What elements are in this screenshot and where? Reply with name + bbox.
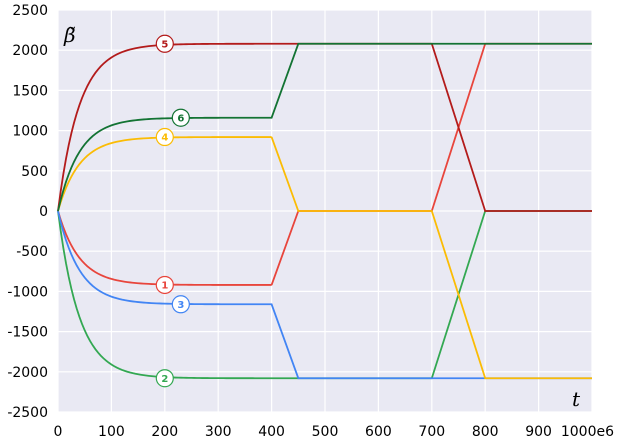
x-tick-label: 500	[312, 424, 339, 440]
series-marker-label-5: 5	[161, 39, 168, 50]
series-line-3	[57, 210, 592, 380]
x-tick-label: 1000e6	[561, 424, 614, 440]
y-tick-label: 500	[21, 164, 48, 180]
y-tick-label: 2000	[12, 43, 48, 59]
series-marker-label-3: 3	[177, 300, 184, 311]
y-tick-label: -2500	[7, 405, 48, 421]
series-marker-4	[155, 127, 174, 147]
x-tick-label: 200	[151, 424, 178, 440]
y-tick-label: 1000	[12, 124, 48, 140]
series-marker-label-1: 1	[161, 281, 168, 292]
x-axis-label: t	[572, 387, 581, 411]
y-axis-label: β̃	[63, 23, 76, 47]
x-tick-label: 0	[54, 424, 63, 440]
series-marker-6	[171, 108, 190, 127]
y-tick-label: 0	[39, 204, 48, 220]
y-tick-label: 1500	[12, 83, 48, 99]
x-tick-label: 700	[418, 424, 445, 440]
y-tick-label: -1000	[7, 284, 48, 300]
x-tick-label: 400	[258, 424, 285, 440]
series-marker-label-4: 4	[161, 133, 168, 144]
series-marker-1	[155, 275, 174, 295]
x-tick-label: 300	[205, 424, 232, 440]
series-marker-label-6: 6	[177, 113, 184, 124]
series-markers: 1 2 3 4 5 6	[155, 34, 190, 388]
series-marker-label-2: 2	[161, 374, 168, 385]
series-marker-5	[155, 34, 174, 53]
x-tick-labels: 0 100 200 300 400 500 600 700 800 900 1000e6	[54, 424, 615, 440]
y-tick-label: 2500	[12, 3, 48, 19]
y-tick-label: -1500	[7, 325, 48, 341]
series-marker-2	[155, 369, 174, 388]
x-tick-label: 800	[472, 424, 499, 440]
y-tick-labels: 2500 2000 1500 1000 500 0 -500 -1000 -1500 -2000 -…	[7, 3, 48, 421]
x-tick-label: 600	[365, 424, 392, 440]
series-line-6	[57, 42, 592, 212]
x-tick-label: 900	[525, 424, 552, 440]
y-tick-label: -500	[16, 244, 48, 260]
y-tick-label: -2000	[7, 365, 48, 381]
series-marker-3	[171, 295, 190, 314]
x-tick-label: 100	[98, 424, 125, 440]
